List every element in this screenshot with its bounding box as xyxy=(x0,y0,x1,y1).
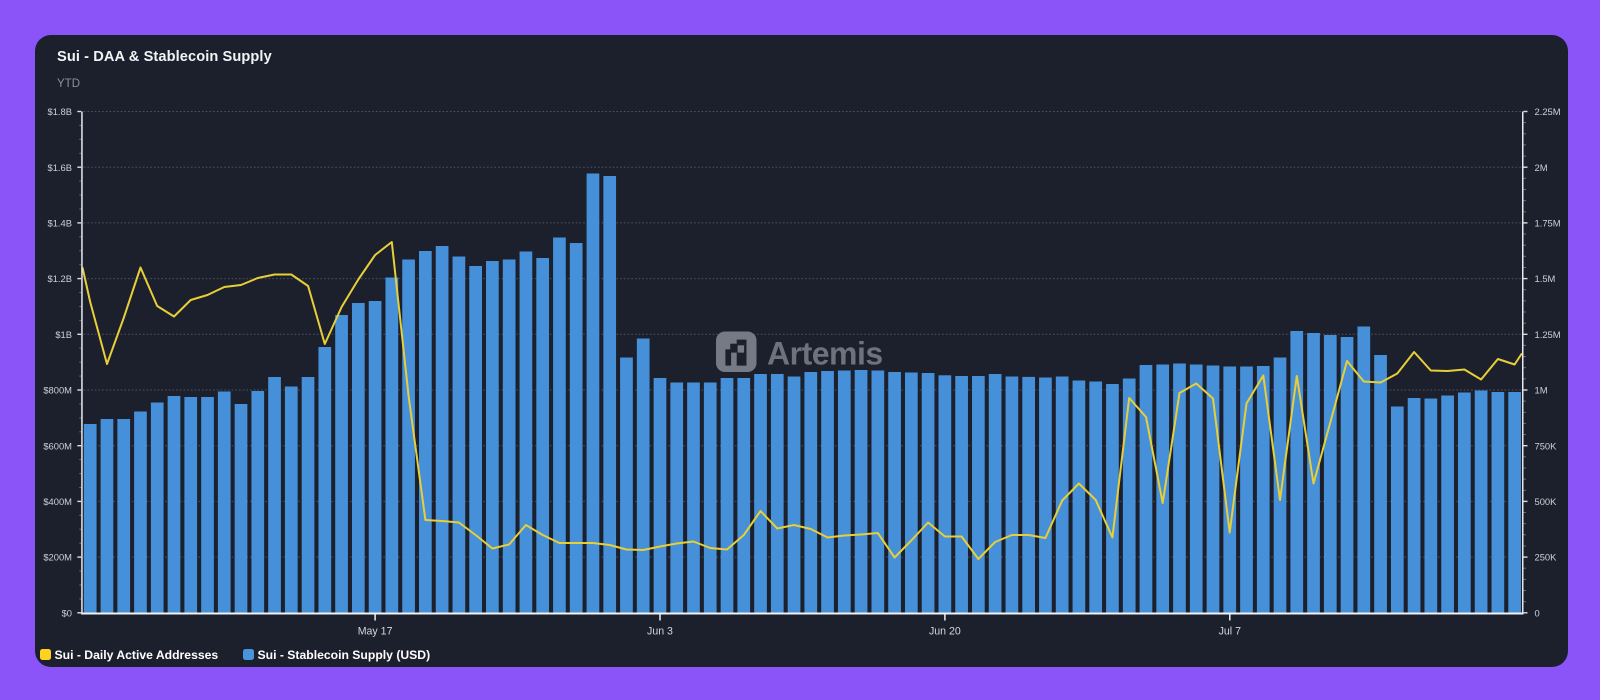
svg-text:2.25M: 2.25M xyxy=(1535,106,1561,117)
svg-text:Jun 20: Jun 20 xyxy=(929,626,961,638)
svg-text:Jun 3: Jun 3 xyxy=(647,626,673,638)
svg-text:$600M: $600M xyxy=(43,440,72,451)
svg-text:$1.4B: $1.4B xyxy=(48,218,73,229)
svg-text:$1.8B: $1.8B xyxy=(48,106,73,117)
svg-text:500K: 500K xyxy=(1535,496,1558,507)
svg-text:Jul 7: Jul 7 xyxy=(1219,626,1241,638)
svg-text:750K: 750K xyxy=(1535,440,1558,451)
svg-text:2M: 2M xyxy=(1535,162,1548,173)
svg-text:Artemis: Artemis xyxy=(767,336,883,372)
svg-text:May 17: May 17 xyxy=(358,626,393,638)
svg-text:1M: 1M xyxy=(1535,385,1548,396)
svg-text:$1.2B: $1.2B xyxy=(48,273,73,284)
svg-text:1.25M: 1.25M xyxy=(1535,329,1561,340)
svg-text:1.5M: 1.5M xyxy=(1535,273,1556,284)
svg-text:$800M: $800M xyxy=(43,385,72,396)
svg-text:0: 0 xyxy=(1535,607,1540,618)
svg-text:$400M: $400M xyxy=(43,496,72,507)
svg-text:1.75M: 1.75M xyxy=(1535,218,1561,229)
svg-text:$200M: $200M xyxy=(43,552,72,563)
svg-text:$1B: $1B xyxy=(55,329,72,340)
svg-text:$0: $0 xyxy=(62,607,72,618)
svg-text:$1.6B: $1.6B xyxy=(48,162,73,173)
svg-text:250K: 250K xyxy=(1535,552,1558,563)
